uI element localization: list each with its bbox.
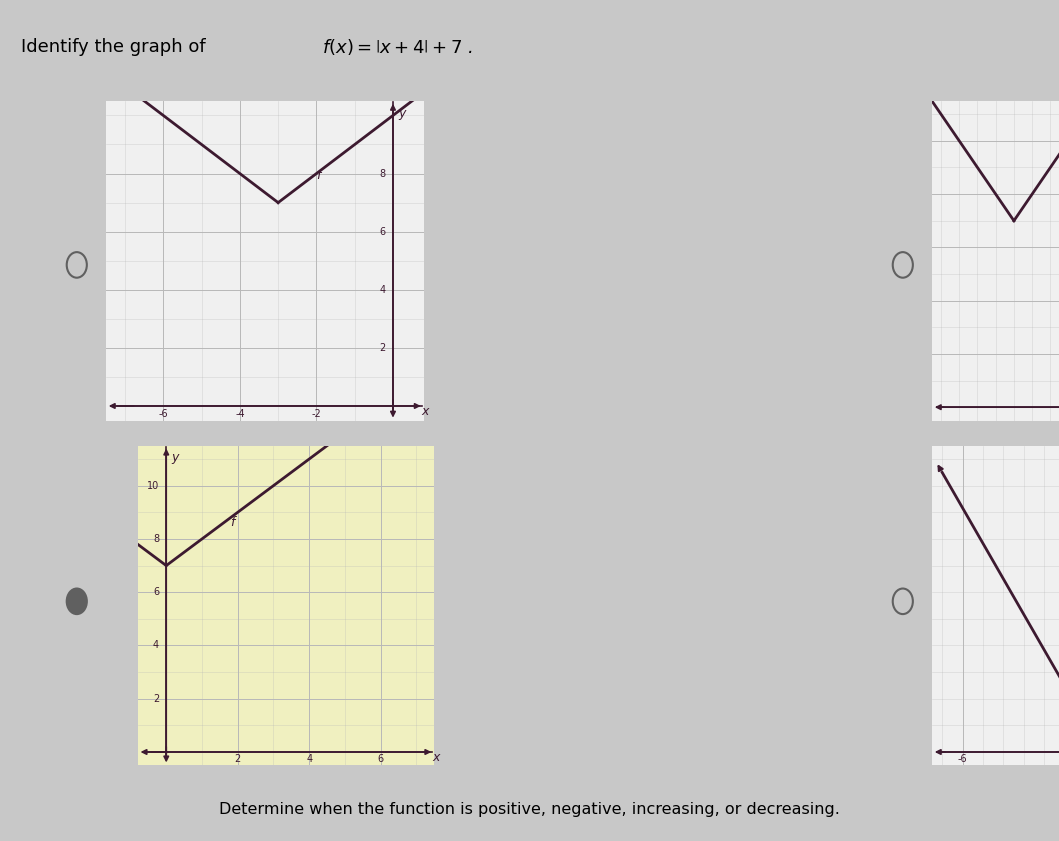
Text: f: f [231, 516, 235, 529]
Text: 8: 8 [379, 168, 385, 178]
Text: $f(x)=\left|x+4\right|+7$ .: $f(x)=\left|x+4\right|+7$ . [322, 37, 472, 57]
Text: -4: -4 [235, 409, 245, 419]
Text: 6: 6 [152, 587, 159, 597]
Text: x: x [421, 405, 429, 418]
Text: 6: 6 [378, 754, 383, 764]
Text: -6: -6 [159, 409, 168, 419]
Text: 4: 4 [306, 754, 312, 764]
Text: 2: 2 [235, 754, 240, 764]
Text: Determine when the function is positive, negative, increasing, or decreasing.: Determine when the function is positive,… [219, 802, 840, 817]
Text: 2: 2 [152, 694, 159, 704]
Text: y: y [399, 107, 406, 119]
Text: 4: 4 [152, 641, 159, 650]
Circle shape [67, 589, 87, 614]
Text: -2: -2 [311, 409, 321, 419]
Text: 4: 4 [379, 285, 385, 294]
Text: x: x [432, 751, 439, 764]
Text: 2: 2 [379, 343, 385, 353]
Text: 8: 8 [152, 534, 159, 544]
Text: -6: -6 [957, 754, 967, 764]
Text: f: f [317, 169, 321, 182]
Text: y: y [172, 451, 179, 464]
Text: Identify the graph of: Identify the graph of [21, 38, 205, 56]
Text: 6: 6 [379, 227, 385, 236]
Text: 10: 10 [147, 481, 159, 490]
